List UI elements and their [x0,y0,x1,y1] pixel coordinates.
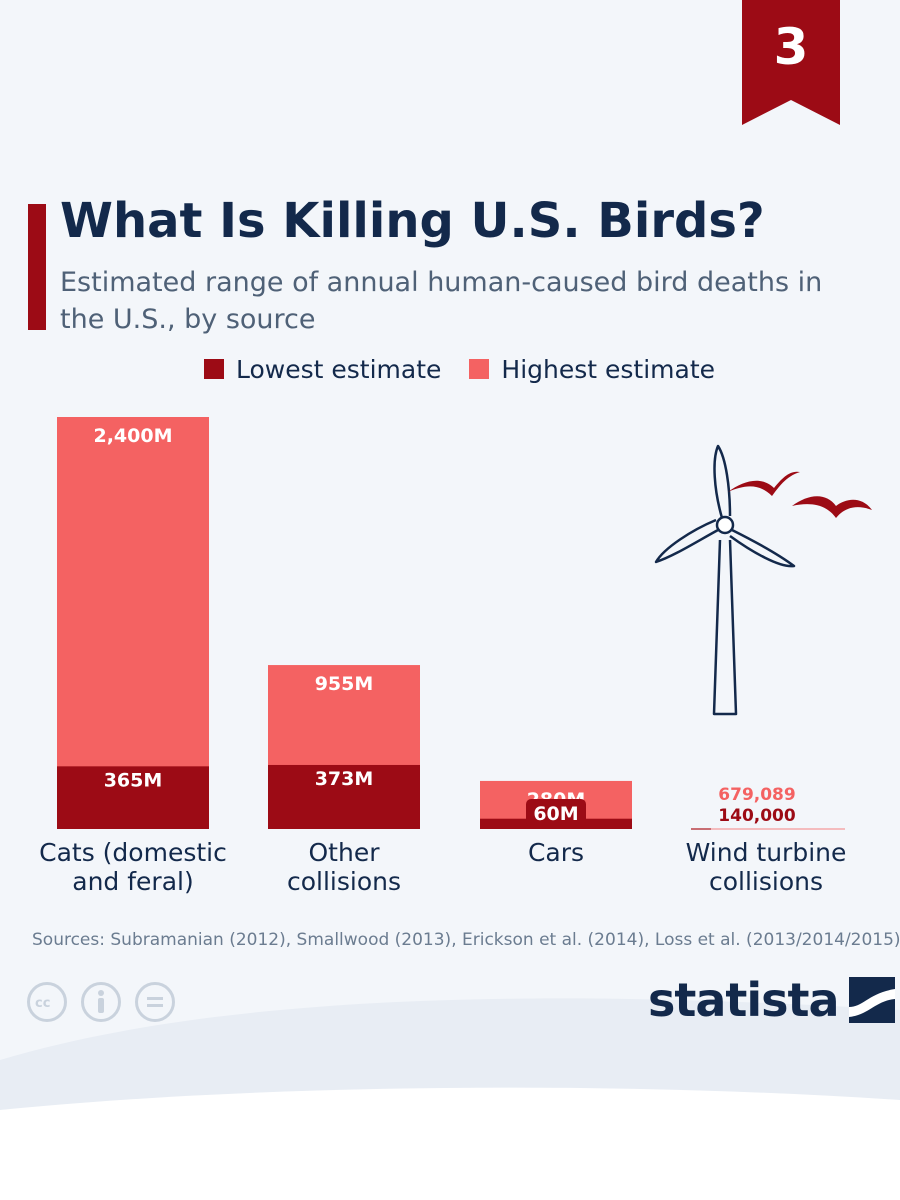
legend-label-high: Highest estimate [501,354,716,384]
legend: Lowest estimate Highest estimate [204,354,743,384]
legend-swatch-high [469,359,490,379]
wind-turbine-illustration [654,444,872,716]
data-label-low: 365M [104,769,163,791]
license-icons: cc [27,982,189,1022]
data-label-low: 373M [315,768,374,790]
bar-low [268,764,420,829]
chart-subtitle: Estimated range of annual human-caused b… [60,267,823,335]
bar-high [57,417,209,829]
title-accent-bar [28,204,46,330]
legend-item-low: Lowest estimate [204,355,441,384]
legend-item-high: Highest estimate [469,355,715,384]
turbine-tower [712,539,738,716]
bird-icon [728,471,800,496]
legend-label-low: Lowest estimate [236,354,442,384]
legend-swatch-low [204,359,224,379]
data-label-high: 2,400M [93,425,172,447]
data-label-low: 140,000 [718,806,796,826]
no-derivatives-icon[interactable] [135,982,175,1022]
turbine-hub [715,515,735,535]
rank-badge [742,0,840,125]
category-label-cars: Cars [527,838,585,867]
logo-wordmark: statista [648,973,840,1027]
attribution-icon[interactable] [81,982,121,1022]
data-label-low-pill [526,799,586,827]
data-label-low: 60M [533,803,578,825]
bird-icon [792,496,872,518]
rank-number: 3 [773,18,809,76]
turbine-blade-left [654,518,719,564]
turbine-blade-up [713,444,732,519]
data-label-high: 955M [315,673,374,695]
bar-low [57,766,209,829]
turbine-blade-right [729,528,796,568]
data-label-high: 679,089 [718,785,795,805]
category-label-cats: Cats (domestic and feral) [39,838,227,896]
category-label-other: Other collisions [286,838,401,896]
source-note: Sources: Subramanian (2012), Smallwood (… [32,930,900,950]
statista-logo[interactable]: statista [648,972,895,1028]
svg-text:cc: cc [35,996,50,1011]
category-label-wind: Wind turbine collisions [685,838,847,896]
chart-title: What Is Killing U.S. Birds? [60,193,765,249]
cc-icon[interactable]: cc [27,982,67,1022]
statista-logo-icon [848,977,895,1023]
